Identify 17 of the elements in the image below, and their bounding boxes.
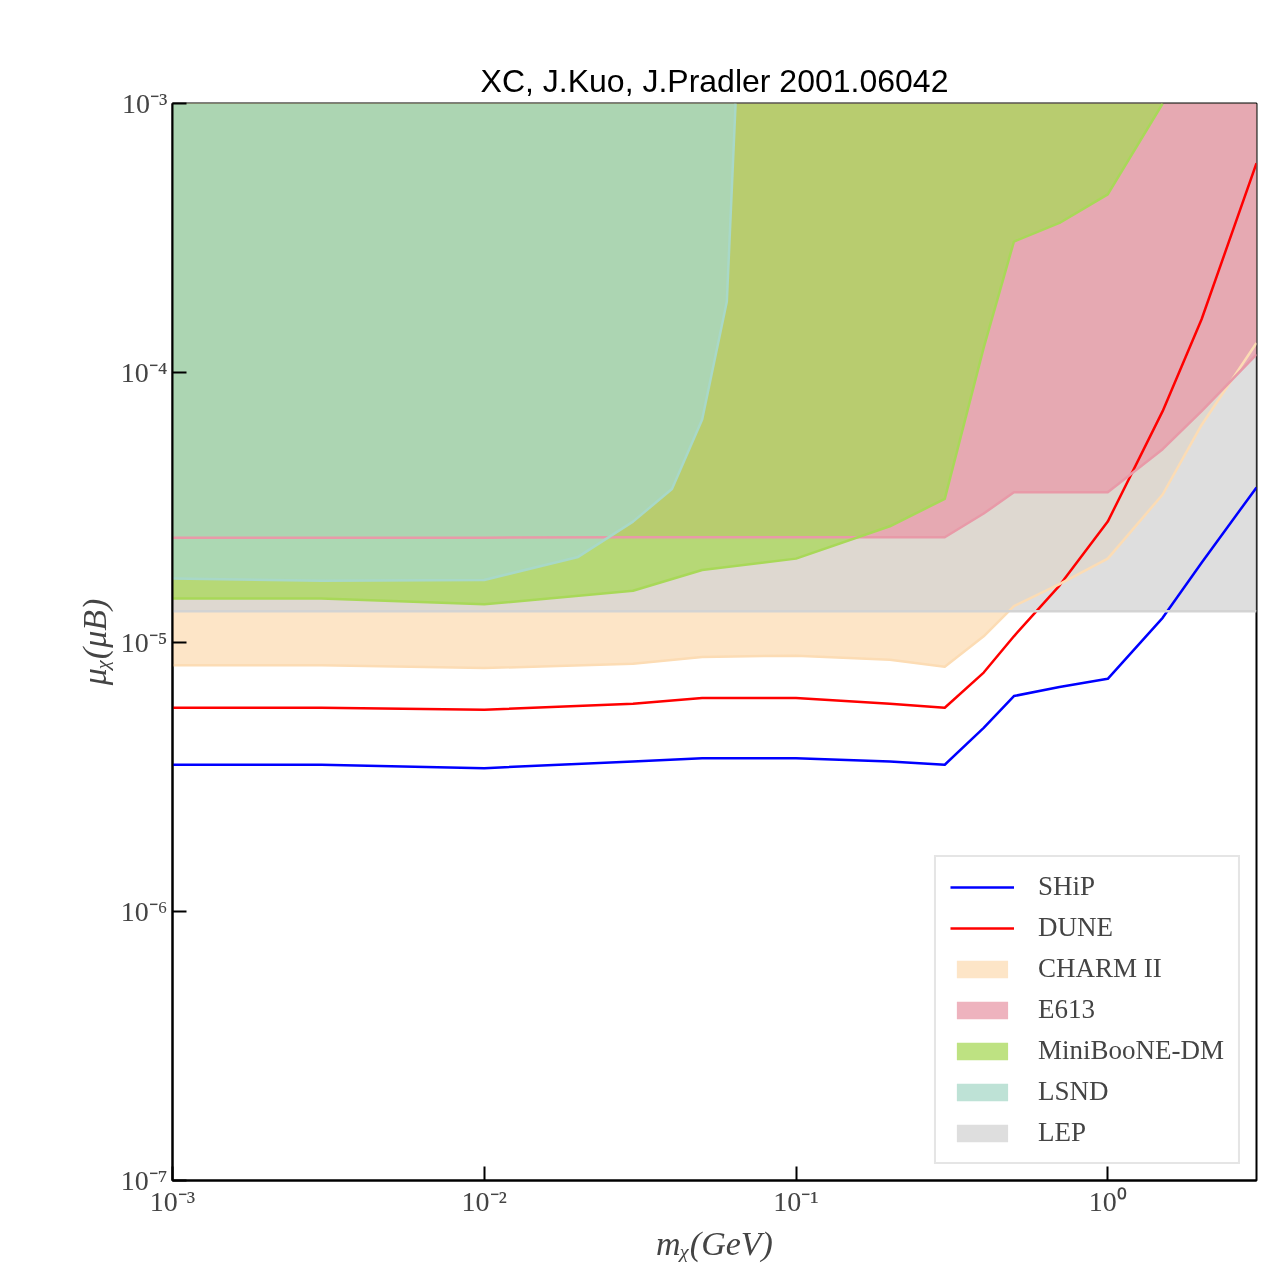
y-tick-label: 10⁻⁴ xyxy=(120,357,168,389)
legend-label: LSND xyxy=(1037,1076,1109,1107)
y-axis-title: μᵪ(μB) xyxy=(75,598,114,687)
legend-label: E613 xyxy=(1037,994,1095,1025)
legend-label: CHARM II xyxy=(1037,953,1162,984)
chart-title: XC, J.Kuo, J.Pradler 2001.06042 xyxy=(480,62,949,99)
x-tick-label: 10⁰ xyxy=(1088,1185,1127,1217)
y-tick-label: 10⁻⁵ xyxy=(120,626,168,658)
legend-label: LEP xyxy=(1037,1117,1086,1148)
legend-label: MiniBooNE-DM xyxy=(1037,1035,1224,1066)
legend-label: DUNE xyxy=(1037,912,1113,943)
x-axis-title: mᵪ(GeV) xyxy=(656,1224,773,1263)
y-tick-label: 10⁻⁶ xyxy=(120,895,168,927)
x-tick-label: 10⁻² xyxy=(461,1185,507,1217)
legend-label: SHiP xyxy=(1037,871,1096,902)
x-tick-label: 10⁻¹ xyxy=(773,1185,819,1217)
y-tick-label: 10⁻³ xyxy=(122,88,168,119)
